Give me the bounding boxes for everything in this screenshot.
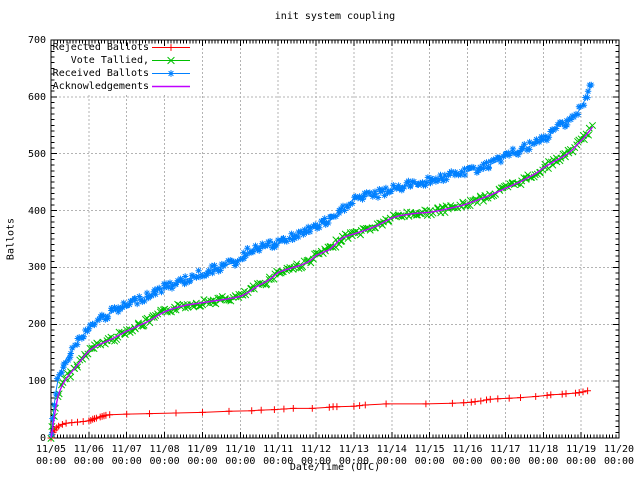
x-tick-label-date: 11/10 (225, 444, 256, 455)
x-tick-label-date: 11/09 (187, 444, 218, 455)
x-tick-label-time: 00:00 (301, 456, 332, 467)
chart-title: init system coupling (274, 11, 396, 22)
x-tick-label-date: 11/07 (111, 444, 142, 455)
x-tick-label-time: 00:00 (414, 456, 445, 467)
series-markers-2 (48, 81, 595, 438)
legend-sample-marker-0 (167, 44, 175, 51)
x-tick-label-time: 00:00 (490, 456, 521, 467)
x-tick-label-date: 11/18 (528, 444, 559, 455)
legend-sample-marker-1 (167, 56, 175, 65)
x-tick-label-time: 00:00 (35, 456, 67, 467)
x-tick-label-time: 00:00 (376, 456, 407, 467)
y-tick-label: 400 (27, 205, 46, 217)
x-tick-label-time: 00:00 (111, 456, 142, 467)
legend-sample-marker-2 (167, 70, 175, 77)
x-tick-label-date: 11/15 (414, 444, 445, 455)
series-markers-0 (47, 387, 591, 442)
x-tick-label-time: 00:00 (149, 456, 180, 467)
x-tick-label-time: 00:00 (263, 456, 294, 467)
y-axis-label: Ballots (5, 217, 17, 261)
x-tick-label-date: 11/12 (301, 444, 332, 455)
x-tick-label-date: 11/14 (376, 444, 407, 455)
y-tick-label: 600 (27, 91, 46, 103)
x-tick-label-time: 00:00 (603, 456, 635, 467)
x-tick-label-time: 00:00 (225, 456, 256, 467)
legend-label-acknowledgements: Acknowledgements (52, 81, 149, 92)
x-tick-label-time: 00:00 (528, 456, 559, 467)
x-tick-label-date: 11/19 (566, 444, 597, 455)
y-tick-label: 100 (27, 376, 46, 388)
x-tick-label-time: 00:00 (452, 456, 483, 467)
x-tick-label-date: 11/11 (263, 444, 294, 455)
x-tick-label-time: 00:00 (73, 456, 104, 467)
x-tick-label-date: 11/17 (490, 444, 521, 455)
x-tick-label-date: 11/16 (452, 444, 483, 455)
x-tick-label-time: 00:00 (338, 456, 369, 467)
x-axis-label: Date/Time (UTC) (289, 462, 381, 473)
legend-label-rejected-ballots: Rejected Ballots (52, 42, 149, 53)
x-tick-label-date: 11/06 (73, 444, 104, 455)
series-line-1 (50, 126, 593, 439)
series-line-3 (50, 126, 594, 439)
legend-label-vote-tallied: Vote Tallied, (70, 55, 149, 66)
y-tick-label: 300 (27, 262, 46, 274)
x-tick-label-date: 11/20 (603, 444, 635, 455)
plot-frame (50, 39, 620, 439)
legend-label-received-ballots: Received Ballots (52, 68, 149, 79)
series-markers-1 (47, 121, 597, 442)
series-line-2 (50, 82, 593, 439)
x-tick-label-time: 00:00 (566, 456, 597, 467)
x-tick-label-time: 00:00 (187, 456, 218, 467)
x-tick-label-date: 11/05 (35, 444, 67, 455)
y-tick-label: 0 (39, 433, 46, 444)
y-tick-label: 500 (27, 148, 46, 160)
x-tick-label-date: 11/08 (149, 444, 180, 455)
y-tick-label: 200 (27, 319, 46, 331)
y-tick-label: 700 (27, 35, 46, 46)
x-tick-label-date: 11/13 (338, 444, 369, 455)
